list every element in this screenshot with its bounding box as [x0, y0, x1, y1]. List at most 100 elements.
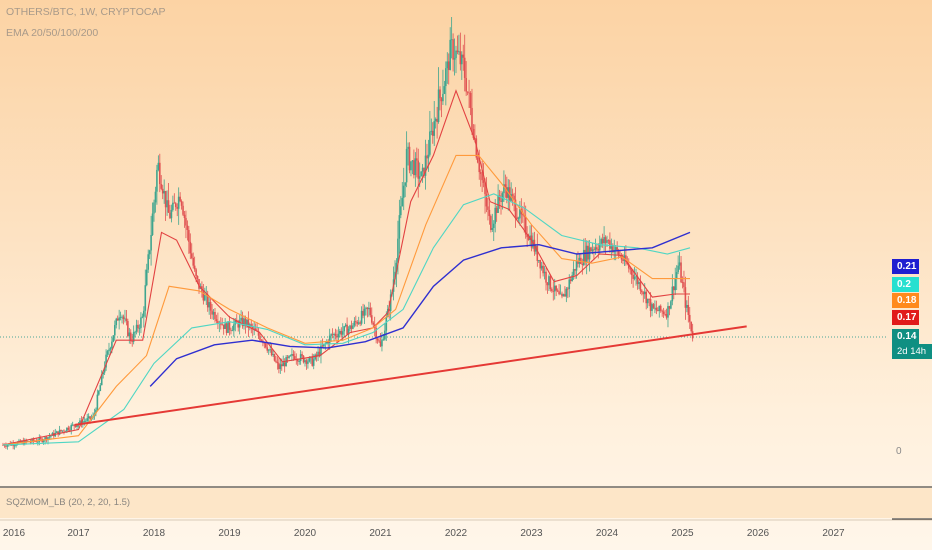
- candle-body: [687, 304, 690, 315]
- candle-body: [177, 196, 180, 209]
- candle-body: [397, 238, 399, 263]
- candle-body: [61, 430, 64, 432]
- candle-body: [443, 86, 446, 94]
- candle-body: [370, 315, 373, 323]
- candle-body: [388, 308, 391, 311]
- candle-body: [260, 340, 263, 341]
- candle-body: [286, 357, 289, 358]
- candle-body: [683, 282, 685, 288]
- candle-body: [556, 290, 559, 292]
- candle-body: [439, 89, 441, 99]
- candle-body: [471, 107, 473, 129]
- candle-body: [402, 185, 405, 198]
- candle-body: [37, 441, 39, 443]
- candle-body: [311, 356, 314, 366]
- candle-body: [520, 209, 523, 215]
- candle-body: [436, 118, 438, 122]
- candle-body: [116, 318, 119, 321]
- candle-body: [343, 326, 346, 332]
- candle-body: [572, 269, 575, 276]
- candle-body: [553, 285, 556, 292]
- candle-body: [279, 364, 282, 370]
- candle-body: [487, 206, 489, 210]
- candle-body: [382, 339, 385, 341]
- candle-body: [176, 207, 179, 209]
- candle-body: [519, 209, 521, 219]
- candle-body: [243, 318, 245, 327]
- candle-body: [328, 335, 331, 344]
- candle-body: [681, 282, 684, 283]
- candle-body: [649, 299, 652, 311]
- candle-body: [118, 317, 120, 321]
- candle-body: [601, 239, 604, 244]
- candle-body: [526, 234, 528, 238]
- candle-body: [459, 51, 462, 65]
- candle-body: [269, 349, 271, 351]
- candle-body: [2, 444, 4, 446]
- candle-body: [334, 333, 337, 336]
- x-tick-label: 2025: [671, 528, 694, 539]
- candle-body: [224, 323, 226, 329]
- candle-body: [447, 61, 450, 70]
- candle-body: [491, 228, 494, 230]
- candle-body: [484, 182, 486, 195]
- candle-body: [617, 250, 620, 256]
- candle-body: [378, 340, 380, 342]
- candle-body: [594, 247, 597, 250]
- candle-body: [664, 313, 666, 315]
- candle-body: [423, 167, 425, 176]
- candle-body: [503, 184, 505, 194]
- candle-body: [658, 305, 661, 312]
- candle-body: [291, 354, 293, 356]
- candle-body: [21, 441, 23, 443]
- candle-body: [325, 341, 328, 344]
- candle-body: [185, 218, 187, 226]
- candle-body: [614, 247, 617, 251]
- candle-body: [434, 118, 437, 122]
- candle-body: [657, 310, 659, 312]
- candle-body: [87, 416, 90, 419]
- candle-body: [170, 209, 173, 219]
- candle-body: [458, 51, 460, 53]
- indicator-legend[interactable]: EMA 20/50/100/200: [6, 27, 99, 39]
- candle-body: [571, 275, 573, 282]
- candle-body: [661, 310, 663, 312]
- candle-body: [375, 328, 377, 339]
- candle-body: [398, 215, 401, 239]
- candle-body: [64, 431, 67, 432]
- candle-body: [160, 184, 163, 189]
- candle-body: [34, 441, 36, 443]
- candle-body: [395, 262, 398, 272]
- candle-body: [95, 409, 97, 414]
- candle-body: [385, 316, 388, 331]
- candle-body: [340, 330, 343, 335]
- candle-body: [336, 335, 338, 338]
- ema100-price-tag: 0.2: [892, 277, 919, 292]
- candle-body: [58, 429, 61, 435]
- candle-body: [172, 202, 174, 210]
- candle-body: [259, 335, 261, 341]
- candle-body: [609, 240, 611, 249]
- oscillator-zero-label: 0: [896, 446, 902, 457]
- symbol-title[interactable]: OTHERS/BTC, 1W, CRYPTOCAP: [6, 6, 166, 18]
- candle-body: [235, 320, 238, 323]
- candle-body: [122, 316, 125, 319]
- candle-body: [442, 93, 444, 102]
- candle-body: [346, 324, 348, 335]
- candle-body: [542, 265, 544, 274]
- candle-body: [645, 291, 648, 304]
- candle-body: [327, 341, 330, 344]
- bar-countdown: 2d 14h: [892, 344, 932, 359]
- candle-body: [204, 295, 206, 301]
- oscillator-legend[interactable]: SQZMOM_LB (20, 2, 20, 1.5): [6, 497, 131, 508]
- candle-body: [275, 360, 277, 362]
- support-trendline[interactable]: [74, 325, 747, 426]
- candle-body: [622, 259, 624, 261]
- candle-body: [129, 332, 132, 342]
- candle-body: [337, 333, 340, 338]
- candle-body: [369, 307, 372, 316]
- candle-body: [672, 286, 675, 291]
- candle-body: [44, 437, 46, 441]
